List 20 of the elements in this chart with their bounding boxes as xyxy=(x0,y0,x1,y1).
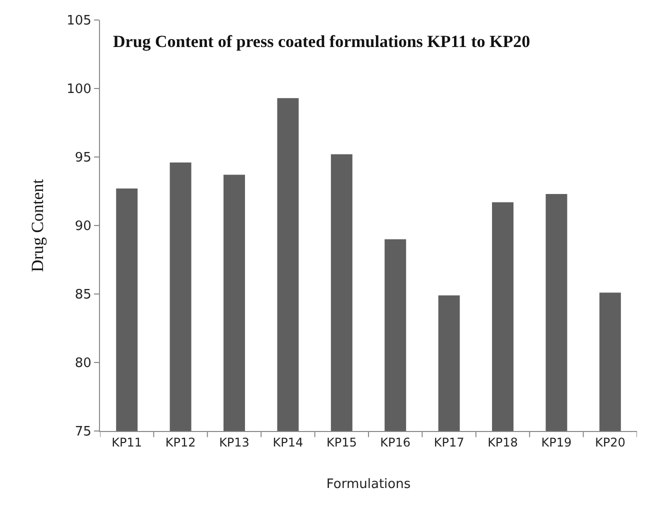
x-tick-label: KP18 xyxy=(488,435,518,450)
x-tick-label: KP11 xyxy=(112,435,142,450)
y-tick-label: 105 xyxy=(66,14,92,29)
y-tick-label: 100 xyxy=(66,82,92,98)
y-axis-title: Drug Content xyxy=(28,178,48,272)
y-tick-label: 85 xyxy=(74,288,92,303)
y-tick-label: 90 xyxy=(74,219,92,234)
y-tick-label: 95 xyxy=(74,150,92,166)
text: Drug Content of press coated formulations KP11 to KP20 xyxy=(113,32,530,51)
x-tick-label: KP15 xyxy=(326,435,357,450)
x-tick-label: KP16 xyxy=(380,435,411,450)
x-tick-label: KP12 xyxy=(165,435,196,450)
x-tick-label: KP14 xyxy=(272,435,304,450)
x-tick-label: KP17 xyxy=(434,435,464,450)
x-tick-label: KP20 xyxy=(594,435,626,450)
y-tick-label: 75 xyxy=(74,424,92,440)
x-axis-title: Formulations xyxy=(326,477,411,492)
x-tick-label: KP13 xyxy=(219,435,250,450)
y-tick-label: 80 xyxy=(74,356,92,372)
x-tick-label: KP19 xyxy=(541,435,572,450)
